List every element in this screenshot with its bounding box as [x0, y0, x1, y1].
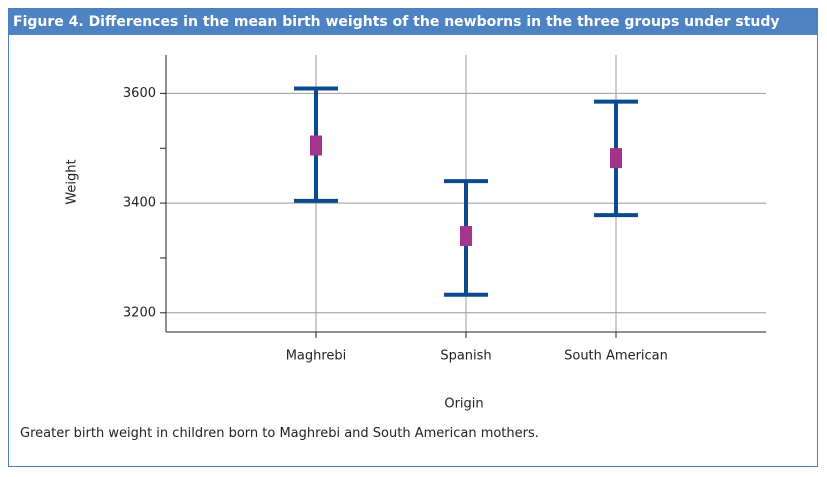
- y-tick-label: 3600: [123, 86, 156, 101]
- figure-header: Figure 4. Differences in the mean birth …: [9, 9, 817, 35]
- mean-marker: [610, 148, 622, 169]
- x-axis-label: Origin: [444, 397, 483, 412]
- x-tick-label: South American: [564, 349, 668, 364]
- y-tick-label: 3400: [123, 196, 156, 211]
- y-tick-label: 3200: [123, 305, 156, 320]
- figure-title: Differences in the mean birth weights of…: [88, 14, 780, 30]
- mean-marker: [310, 135, 322, 156]
- figure-label: Figure 4.: [13, 14, 84, 30]
- mean-marker: [460, 226, 472, 247]
- figure-border: [8, 8, 818, 467]
- x-tick-label: Maghrebi: [286, 349, 347, 364]
- y-axis-label: Weight: [65, 159, 80, 204]
- x-tick-label: Spanish: [440, 349, 491, 364]
- caption: Greater birth weight in children born to…: [20, 426, 539, 441]
